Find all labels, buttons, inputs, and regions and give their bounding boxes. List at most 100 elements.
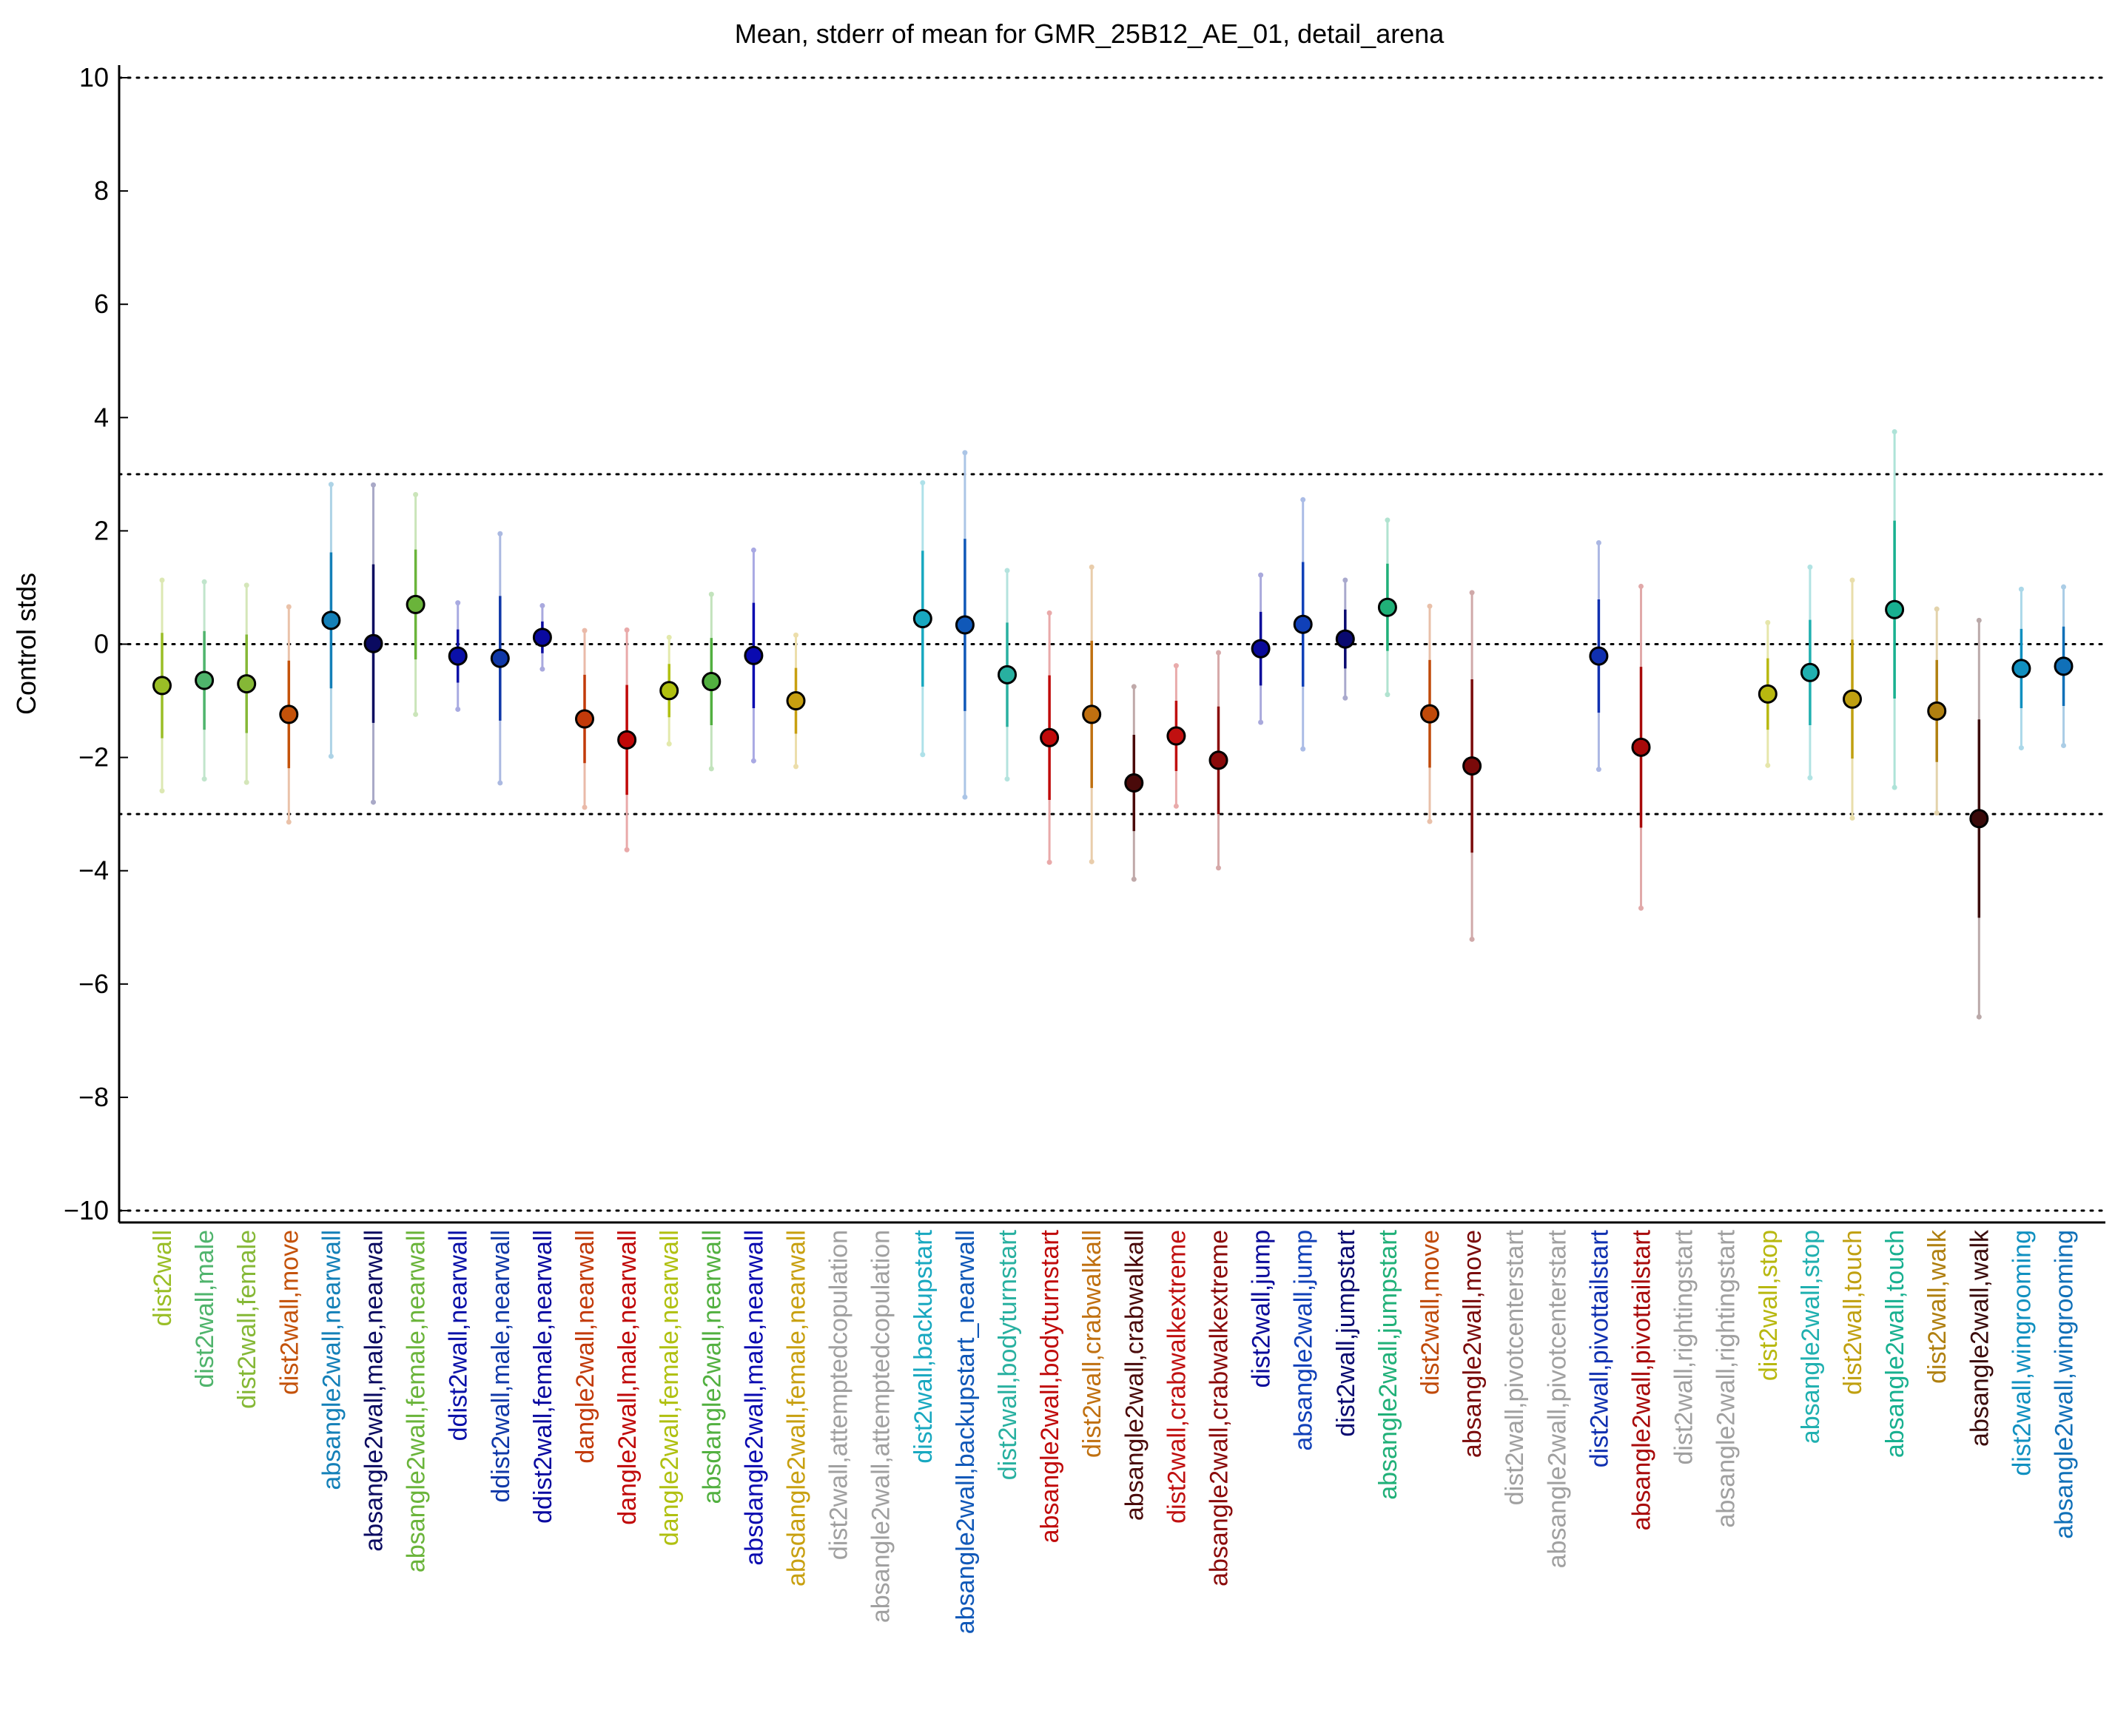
x-tick-label: absangle2wall,crabwalkextreme (1206, 1230, 1234, 1587)
error-bar-cap (413, 491, 419, 497)
error-bar-cap (624, 847, 630, 852)
error-bar-cap (666, 634, 672, 640)
error-bar-cap (1934, 606, 1940, 612)
x-tick-label: dist2wall,move (1416, 1230, 1445, 1395)
mean-point (1758, 684, 1778, 704)
mean-point (702, 672, 722, 692)
chart-title: Mean, stderr of mean for GMR_25B12_AE_01… (735, 18, 1445, 49)
error-bar-cap (201, 579, 207, 585)
mean-point (448, 646, 468, 666)
mean-point (1800, 662, 1820, 682)
x-tick-label: absangle2wall,bodyturnstart (1036, 1229, 1064, 1543)
x-tick-label: absangle2wall,male,nearwall (360, 1230, 389, 1552)
error-bar-cap (1131, 876, 1137, 882)
mean-point (1293, 614, 1313, 634)
x-tick-label: absangle2wall,jump (1290, 1230, 1318, 1451)
error-bar-cap (1596, 539, 1601, 545)
mean-point (786, 691, 806, 711)
y-tick-label: 2 (94, 515, 109, 545)
error-bar-cap (962, 450, 968, 456)
mean-point (406, 594, 426, 614)
error-bar-cap (1385, 517, 1391, 523)
error-bar-cap (243, 779, 249, 785)
mean-point (279, 704, 299, 724)
x-tick-label: dist2wall,crabwalkall (1078, 1230, 1106, 1458)
x-tick-label: dist2wall,stop (1755, 1230, 1783, 1381)
mean-point (575, 709, 594, 729)
x-tick-label: dangle2wall,male,nearwall (613, 1230, 642, 1525)
error-bar-cap (1807, 775, 1813, 781)
y-tick-label: −6 (78, 969, 109, 999)
error-bar-cap (1427, 818, 1433, 824)
x-tick-label: absangle2wall,crabwalkall (1120, 1230, 1149, 1521)
mean-point (152, 676, 172, 696)
error-bar-cap (1342, 695, 1348, 701)
x-tick-label: absangle2wall,female,nearwall (403, 1230, 431, 1572)
y-tick-label: −4 (78, 855, 109, 886)
error-bar-cap (962, 794, 968, 800)
error-bar-cap (1385, 692, 1391, 698)
x-tick-label: dist2wall,move (275, 1230, 303, 1395)
mean-points (152, 594, 2074, 829)
error-bar-cap (1089, 564, 1095, 570)
error-bar-cap (1638, 583, 1644, 589)
x-tick-label: dist2wall,jumpstart (1332, 1229, 1360, 1436)
error-bar-cap (1807, 564, 1813, 570)
error-bar-cap (1976, 1014, 1982, 1020)
error-bar-cap (1596, 767, 1601, 773)
error-bar-cap (1004, 568, 1010, 573)
x-tick-label: ddist2wall,female,nearwall (529, 1230, 557, 1524)
x-tick-label: dist2wall (149, 1230, 177, 1326)
y-ticks: 10 8 6 4 2 0 −2 −4 −6 −8 −10 (64, 62, 128, 1225)
error-bar-cap (1216, 865, 1221, 871)
x-tick-label: absangle2wall,stop (1797, 1230, 1825, 1444)
error-bars (159, 428, 2066, 1020)
x-tick-label: absangle2wall,walk (1966, 1229, 1994, 1447)
x-tick-label: absdangle2wall,female,nearwall (783, 1230, 811, 1587)
mean-point (490, 648, 510, 668)
mean-point (1843, 689, 1862, 709)
mean-point (237, 674, 257, 694)
error-bar-cap (286, 819, 292, 825)
x-tick-label: dist2wall,backupstart (909, 1229, 938, 1463)
error-bar-cap (201, 776, 207, 782)
error-bar-cap (539, 666, 545, 672)
mean-point (912, 609, 932, 629)
x-tick-label: absangle2wall,jumpstart (1374, 1229, 1402, 1499)
y-tick-label: −8 (78, 1082, 109, 1112)
mean-point (1335, 629, 1355, 649)
x-tick-label: dist2wall,walk (1923, 1229, 1951, 1384)
error-bar-cap (1892, 428, 1897, 434)
mean-point (321, 610, 341, 630)
x-tick-label: dangle2wall,nearwall (571, 1230, 599, 1464)
error-bar-cap (1046, 610, 1052, 616)
x-tick-label: dist2wall,pivottailstart (1585, 1229, 1613, 1467)
x-tick-label: dist2wall,pivotcenterstart (1501, 1229, 1529, 1505)
mean-point (617, 730, 637, 750)
mean-point (1166, 726, 1186, 746)
error-bar-cap (1976, 617, 1982, 623)
mean-point (1589, 646, 1609, 666)
error-bar-cap (750, 758, 756, 764)
x-tick-labels: dist2wall dist2wall,male dist2wall,female d… (149, 1229, 2079, 1634)
x-tick-label: absangle2wall,nearwall (317, 1230, 346, 1490)
mean-point (1124, 773, 1144, 793)
y-tick-label: 0 (94, 629, 109, 659)
mean-point (2011, 659, 2031, 679)
error-bar-cap (1258, 719, 1264, 725)
mean-point (1208, 750, 1228, 770)
x-tick-label: absangle2wall,backupstart_nearwall (952, 1230, 980, 1634)
error-bar-cap (1469, 590, 1475, 596)
error-bar-cap (1216, 650, 1221, 656)
mean-point (2054, 656, 2074, 676)
mean-point (1631, 737, 1651, 757)
error-bar-cap (920, 752, 926, 758)
error-bar-cap (2061, 743, 2066, 749)
x-tick-label: absangle2wall,touch (1881, 1230, 1909, 1458)
error-bar-cap (1469, 936, 1475, 942)
error-bar-cap (1258, 572, 1264, 578)
y-tick-label: 4 (94, 402, 109, 432)
x-tick-label: dangle2wall,female,nearwall (656, 1230, 684, 1546)
mean-point (1420, 704, 1439, 724)
